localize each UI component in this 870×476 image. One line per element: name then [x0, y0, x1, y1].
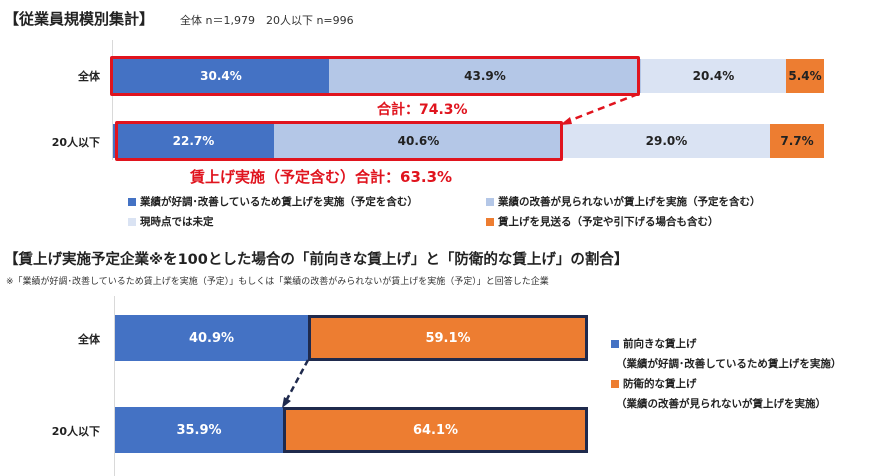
bar-segment: 35.9% — [115, 407, 283, 453]
dashed-arrow-icon — [282, 359, 310, 408]
chart2-note: ※「業績が好調･改善しているため賃上げを実施（予定）」もしくは「業績の改善がみら… — [6, 277, 549, 287]
chart1-bar-all: 30.4% 43.9% 20.4% 5.4% — [113, 59, 824, 93]
bar-segment: 29.0% — [563, 124, 770, 158]
chart2-bar-all: 40.9% 59.1% — [115, 315, 588, 361]
sample-size: 全体 n＝1,979 20人以下 n=996 — [180, 14, 354, 27]
legend-swatch-icon — [611, 339, 619, 348]
chart1-axis — [112, 40, 113, 160]
row-label-small: 20人以下 — [51, 136, 100, 149]
row-label-all: 全体 — [78, 333, 100, 346]
legend-swatch-icon — [486, 217, 494, 226]
bar-segment: 64.1% — [283, 407, 588, 453]
dashed-arrow-icon — [560, 92, 639, 125]
bar-segment: 22.7% — [113, 124, 274, 158]
legend-desc: （業績の改善が見られないが賃上げを実施） — [616, 398, 826, 410]
legend-swatch-icon — [611, 379, 619, 388]
legend-item-defensive: 防衛的な賃上げ — [611, 376, 697, 391]
bar-segment: 43.9% — [329, 59, 641, 93]
chart2-bar-small: 35.9% 64.1% — [115, 407, 588, 453]
chart1-bar-small: 22.7% 40.6% 29.0% 7.7% — [113, 124, 824, 158]
legend-swatch-icon — [486, 197, 494, 206]
legend-item-undecided: 現時点では未定 — [128, 214, 214, 229]
row-label-all: 全体 — [78, 70, 100, 83]
bar-segment: 20.4% — [641, 59, 786, 93]
bar-segment: 59.1% — [308, 315, 588, 361]
legend-swatch-icon — [128, 197, 136, 206]
bar-segment: 7.7% — [770, 124, 824, 158]
row-label-small: 20人以下 — [51, 425, 100, 438]
highlight-box-all — [110, 56, 640, 96]
highlight-box-small — [115, 121, 563, 161]
total-small-annotation: 賃上げ実施（予定含む）合計：63.3% — [190, 168, 453, 186]
legend-swatch-icon — [128, 217, 136, 226]
chart1-title: 【従業員規模別集計】 — [4, 10, 155, 28]
chart2-axis — [114, 296, 115, 476]
legend-desc: （業績が好調･改善しているため賃上げを実施） — [616, 358, 842, 370]
bar-segment: 40.9% — [115, 315, 308, 361]
legend-item-defensive: 業績の改善が見られないが賃上げを実施（予定を含む） — [486, 194, 761, 209]
legend-item-positive: 業績が好調･改善しているため賃上げを実施（予定を含む） — [128, 194, 418, 209]
legend-item-positive: 前向きな賃上げ — [611, 336, 697, 351]
bar-segment: 30.4% — [113, 59, 329, 93]
legend-item-postpone: 賃上げを見送る（予定や引下げる場合も含む） — [486, 214, 719, 229]
total-all-annotation: 合計：74.3% — [377, 102, 468, 118]
chart2-title: 【賃上げ実施予定企業※を100とした場合の「前向きな賃上げ」と「防衛的な賃上げ」… — [4, 252, 629, 268]
bar-segment: 40.6% — [274, 124, 563, 158]
bar-segment: 5.4% — [786, 59, 824, 93]
